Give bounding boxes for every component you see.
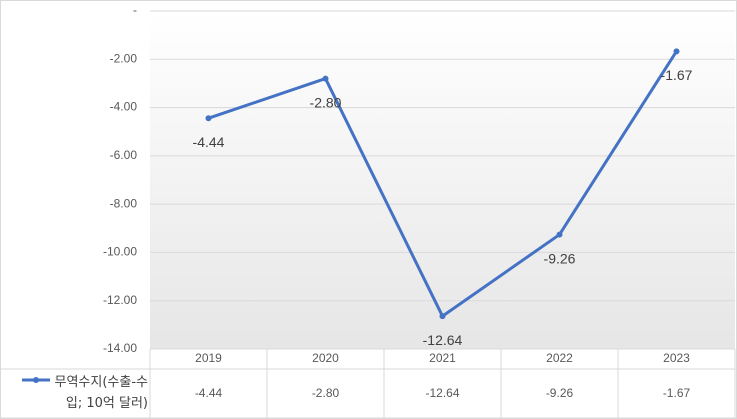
- marker: [556, 231, 563, 238]
- marker: [322, 75, 329, 82]
- y-tick-label: -2.00: [110, 51, 138, 65]
- table-value: -9.26: [546, 386, 574, 400]
- y-tick-label: -12.00: [103, 293, 137, 307]
- y-tick-label: -14.00: [103, 341, 137, 355]
- data-label: -1.67: [661, 67, 693, 83]
- marker: [439, 313, 446, 320]
- table-value: -4.44: [195, 386, 223, 400]
- y-tick-label: -4.00: [110, 100, 138, 114]
- x-tick-label: 2023: [663, 351, 690, 365]
- table-value: -2.80: [312, 386, 340, 400]
- x-tick-label: 2019: [195, 351, 222, 365]
- y-tick-label: -10.00: [103, 245, 137, 259]
- plot-area: [150, 11, 735, 349]
- data-label: -2.80: [310, 94, 342, 110]
- table-value: -12.64: [425, 386, 459, 400]
- data-label: -4.44: [193, 134, 225, 150]
- data-label: -9.26: [544, 250, 576, 266]
- x-tick-label: 2022: [546, 351, 573, 365]
- x-tick-label: 2020: [312, 351, 339, 365]
- data-label: -12.64: [423, 332, 463, 348]
- y-tick-label: -6.00: [110, 148, 138, 162]
- legend-label: 무역수지(수출-수입; 10억 달러): [54, 375, 148, 411]
- y-tick-label: -8.00: [110, 196, 138, 210]
- y-tick-label: -: [133, 3, 137, 17]
- x-tick-label: 2021: [429, 351, 456, 365]
- marker: [673, 48, 680, 55]
- table-value: -1.67: [663, 386, 691, 400]
- marker: [205, 115, 212, 122]
- legend-marker: [33, 377, 39, 383]
